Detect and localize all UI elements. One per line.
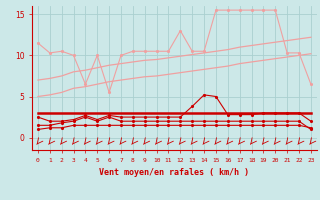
X-axis label: Vent moyen/en rafales ( km/h ): Vent moyen/en rafales ( km/h ) bbox=[100, 168, 249, 177]
